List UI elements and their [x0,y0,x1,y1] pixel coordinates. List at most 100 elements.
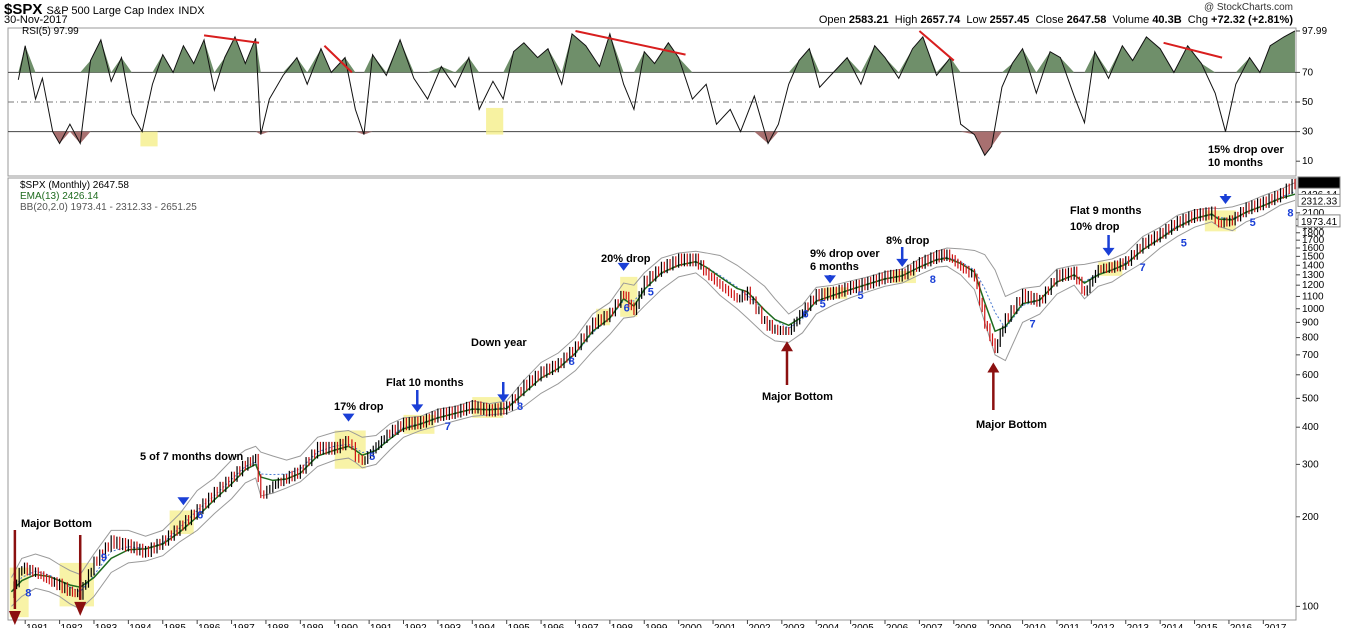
xtick-label: 1992 [404,623,427,628]
rsi-divergence-line-1 [323,45,353,74]
open-label: Open [818,14,846,26]
rsi-legend: RSI(5) 97.99 [22,26,79,37]
xtick-label: 2004 [817,623,840,628]
exchange: INDX [178,5,205,17]
bb-upper-band [10,182,1296,578]
xtick-label: 1994 [473,623,496,628]
rsi-divergence-line-0 [203,34,260,44]
xtick-label: 1991 [370,623,393,628]
wave-count-label: 6 [197,510,203,522]
xtick-label: 2012 [1092,623,1115,628]
xtick-label: 1998 [611,623,634,628]
xtick-label: 1990 [336,623,359,628]
annotation-9pct-l1: 9% drop over [810,248,880,260]
price-ytick-label: 600 [1302,370,1319,381]
red-arrow-head [987,362,1000,373]
annotation-layer: RSI(5) 97.99 $SPX (Monthly) 2647.58 EMA(… [8,26,1294,626]
xtick-label: 1997 [576,623,599,628]
price-ytick-label: 1400 [1302,260,1325,271]
rsi-panel: 10 30 50 70 97.99 [7,26,1327,177]
bb-lower-band [11,199,1296,610]
annotation-5-of-7: 5 of 7 months down [140,451,244,463]
xtick-label: 1995 [508,623,531,628]
rsi-divergence-line-4 [1163,41,1223,59]
xtick-label: 1982 [61,623,84,628]
xtick-label: 2000 [680,623,703,628]
wave-count-label: 5 [369,451,375,463]
xtick-label: 2007 [920,623,943,628]
ticker-symbol: $SPX [4,1,43,18]
price-ytick-label: 1100 [1302,291,1324,302]
blue-arrow-head [896,258,909,267]
wave-count-label: 5 [648,286,654,298]
rsi-frame [7,27,1297,177]
price-bars [13,178,1296,600]
stockcharts-credit: @ StockCharts.com [1203,2,1293,13]
wave-count-label: 5 [857,290,863,302]
xtick-label: 2016 [1230,623,1253,628]
red-arrow-head [780,341,793,352]
rsi-line [17,30,1296,157]
annotation-15pct-l1: 15% drop over [1208,144,1285,156]
xtick-label: 2011 [1058,623,1080,628]
wave-count-label: 7 [1029,319,1035,331]
price-frame [7,177,1297,621]
ema-legend: EMA(13) 2426.14 [20,191,99,202]
price-label: 1973.41 [1301,217,1338,228]
price-label-box [1297,193,1341,207]
consolidation-highlight-2 [169,510,194,535]
wave-count-label: 8 [517,401,523,413]
xtick-label: 2006 [886,623,909,628]
price-ytick-label: 800 [1302,333,1319,344]
price-label: 2647.58 [1301,179,1338,190]
price-ytick-label: 500 [1302,393,1319,404]
price-panel: 1002003004005006007008009001000110012001… [7,176,1341,621]
xtick-label: 2002 [748,623,771,628]
price-ytick-label: 1300 [1302,270,1325,281]
annotation-major-bottom-2003: Major Bottom [762,391,833,403]
index-name: S&P 500 Large Cap Index [46,5,175,17]
annotation-down-year: Down year [471,337,527,349]
price-ytick-label: 700 [1302,350,1319,361]
rsi-ytick-label: 70 [1302,67,1314,78]
rsi-ytick-label: 30 [1302,127,1314,138]
consolidation-highlight-8 [823,287,848,299]
annotation-flat-10: Flat 10 months [386,377,464,389]
consolidation-highlight-9 [891,270,916,284]
xtick-label: 1981 [26,623,49,628]
xtick-label: 1986 [198,623,221,628]
annotation-major-bottom-1981: Major Bottom [21,518,92,530]
wave-count-label: 5 [820,298,826,310]
ticker-title: $SPX S&P 500 Large Cap Index INDX [4,1,205,18]
rsi-divergence-line-2 [575,29,686,56]
xtick-label: 2005 [852,623,875,628]
xtick-label: 1989 [301,623,324,628]
xtick-label: 2010 [1023,623,1046,628]
annotation-9pct-l2: 6 months [810,261,859,273]
annotation-17pct: 17% drop [334,401,384,413]
chart-date: 30-Nov-2017 [4,14,68,26]
xtick-label: 1983 [95,623,118,628]
blue-arrow-head [411,404,424,413]
xtick-label: 2015 [1195,623,1218,628]
rsi-ytick-label: 97.99 [1302,26,1327,37]
price-label-box [1297,214,1341,228]
price-label: 2312.33 [1301,196,1338,207]
annotation-8pct: 8% drop [886,235,930,247]
rsi-ytick-label: 50 [1302,97,1314,108]
consolidation-highlight-11 [1204,210,1236,232]
price-ytick-label: 400 [1302,422,1319,433]
price-ytick-label: 1800 [1302,228,1325,239]
xtick-label: 2009 [989,623,1012,628]
annotation-flat-9: Flat 9 months [1070,205,1142,217]
xtick-label: 1988 [267,623,290,628]
x-axis: 1981 1982 1983 1984 1985 1986 1987 1988 1989 1990… [24,620,1287,628]
wave-count-label: 5 [1181,237,1187,249]
price-ytick-label: 100 [1302,601,1319,612]
xtick-label: 2014 [1161,623,1184,628]
wave-count-label: 7 [1140,262,1146,274]
wave-count-label: 8 [1287,208,1293,220]
price-ytick-label: 900 [1302,317,1319,328]
xtick-label: 1987 [232,623,255,628]
